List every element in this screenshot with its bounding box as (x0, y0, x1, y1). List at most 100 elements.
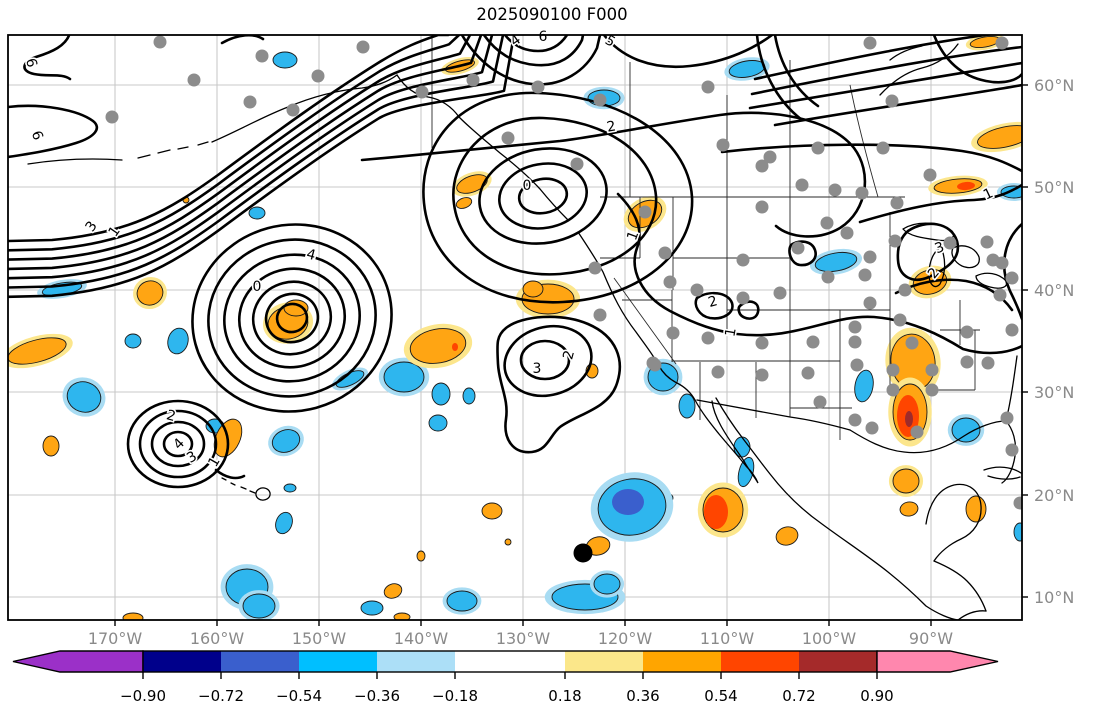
station-dot (666, 326, 680, 340)
station-dot (466, 73, 480, 87)
contour-line (932, 35, 1022, 84)
cyclone-marker-dot (573, 543, 593, 563)
contour-label: 2 (560, 349, 578, 362)
contour-line (8, 35, 483, 271)
anomaly-region (383, 361, 425, 393)
contour-label: 1 (722, 327, 739, 339)
station-dot (980, 235, 994, 249)
coastline (211, 74, 569, 221)
contour-line (460, 35, 602, 86)
coastline (230, 482, 236, 486)
contour-line (753, 35, 995, 81)
anomaly-region (167, 327, 189, 355)
station-dot (638, 205, 652, 219)
station-dot (855, 186, 869, 200)
coastline (933, 560, 987, 612)
axes: 170°W 160°W 150°W 140°W 130°W 120°W 110°W 100°W… (7, 34, 1074, 648)
colorbar-tick-label: 0.90 (860, 687, 893, 705)
station-dot (893, 313, 907, 327)
anomaly-region (977, 125, 1022, 149)
contour-line (8, 35, 494, 280)
station-dot (1005, 323, 1019, 337)
anomaly-region (905, 411, 913, 427)
coastline (177, 146, 189, 150)
station-dot (755, 159, 769, 173)
contour-line (737, 300, 760, 320)
anomaly-region (522, 280, 544, 298)
anomaly-region (775, 526, 799, 546)
x-tick-label: 100°W (802, 629, 857, 648)
contour-ring (498, 162, 588, 230)
anomaly-region (416, 550, 426, 562)
station-dot (923, 168, 937, 182)
station-dot (960, 355, 974, 369)
colorbar-left-arrow (12, 650, 144, 673)
station-dot (981, 356, 995, 370)
anomaly-region (136, 280, 164, 306)
colorbar-segment (299, 651, 377, 672)
anomaly-region (854, 369, 874, 403)
station-dot (1013, 496, 1022, 510)
anomaly-region (814, 251, 858, 273)
station-dot (1005, 443, 1019, 457)
anomaly-region (66, 381, 102, 413)
colorbar-tick-label: 0.72 (782, 687, 815, 705)
station-dot (848, 320, 862, 334)
station-dot (820, 216, 834, 230)
station-dot (356, 40, 370, 54)
coastline (1005, 355, 1018, 422)
contour-ring (150, 420, 206, 468)
anomaly-region (965, 495, 987, 523)
station-dot (531, 80, 545, 94)
contour-line (748, 61, 1022, 110)
anomaly-region (271, 429, 301, 453)
anomaly-region (431, 382, 451, 406)
colorbar-tick-label: −0.36 (354, 687, 400, 705)
coastline (849, 420, 1017, 484)
colorbar-tick-label: −0.18 (432, 687, 478, 705)
station-dot (925, 383, 939, 397)
x-tick-label: 140°W (394, 629, 449, 648)
station-dot (795, 178, 809, 192)
anomaly-region (892, 468, 920, 494)
station-dot (848, 413, 862, 427)
station-dot (646, 356, 660, 370)
contour-line (482, 35, 585, 67)
station-dot (1000, 411, 1014, 425)
station-dot (773, 286, 787, 300)
contour-line (773, 83, 1022, 127)
station-dots (105, 35, 1022, 510)
colorbar-segment (143, 651, 221, 672)
anomaly-region (678, 393, 696, 419)
colorbar-tick-label: −0.90 (120, 687, 166, 705)
contour-line (214, 468, 246, 480)
contour-line (8, 35, 461, 252)
contour-label: 4 (305, 246, 318, 264)
anomaly-region (242, 593, 276, 619)
station-dot (876, 141, 890, 155)
contour-ring (237, 267, 347, 369)
station-dot (1005, 271, 1019, 285)
contour-ring (207, 238, 377, 398)
anomaly-region (383, 583, 403, 599)
station-dot (995, 256, 1009, 270)
station-dot (736, 291, 750, 305)
contour-line (755, 35, 804, 122)
colorbar-tick-label: 0.36 (626, 687, 659, 705)
anomaly-region (452, 343, 458, 351)
station-dot (995, 36, 1009, 50)
colorbar-tick-label: 0.54 (704, 687, 737, 705)
contour-label: 0 (523, 178, 532, 194)
contour-ring (503, 324, 593, 398)
contour-line (8, 35, 505, 289)
colorbar-segment (643, 651, 721, 672)
station-dot (886, 383, 900, 397)
coastline (694, 399, 759, 484)
station-dot (890, 196, 904, 210)
station-dot (806, 335, 820, 349)
anomaly-region (393, 612, 411, 620)
contour-line (773, 35, 820, 108)
state-border (849, 84, 879, 198)
special-marker (573, 543, 593, 563)
